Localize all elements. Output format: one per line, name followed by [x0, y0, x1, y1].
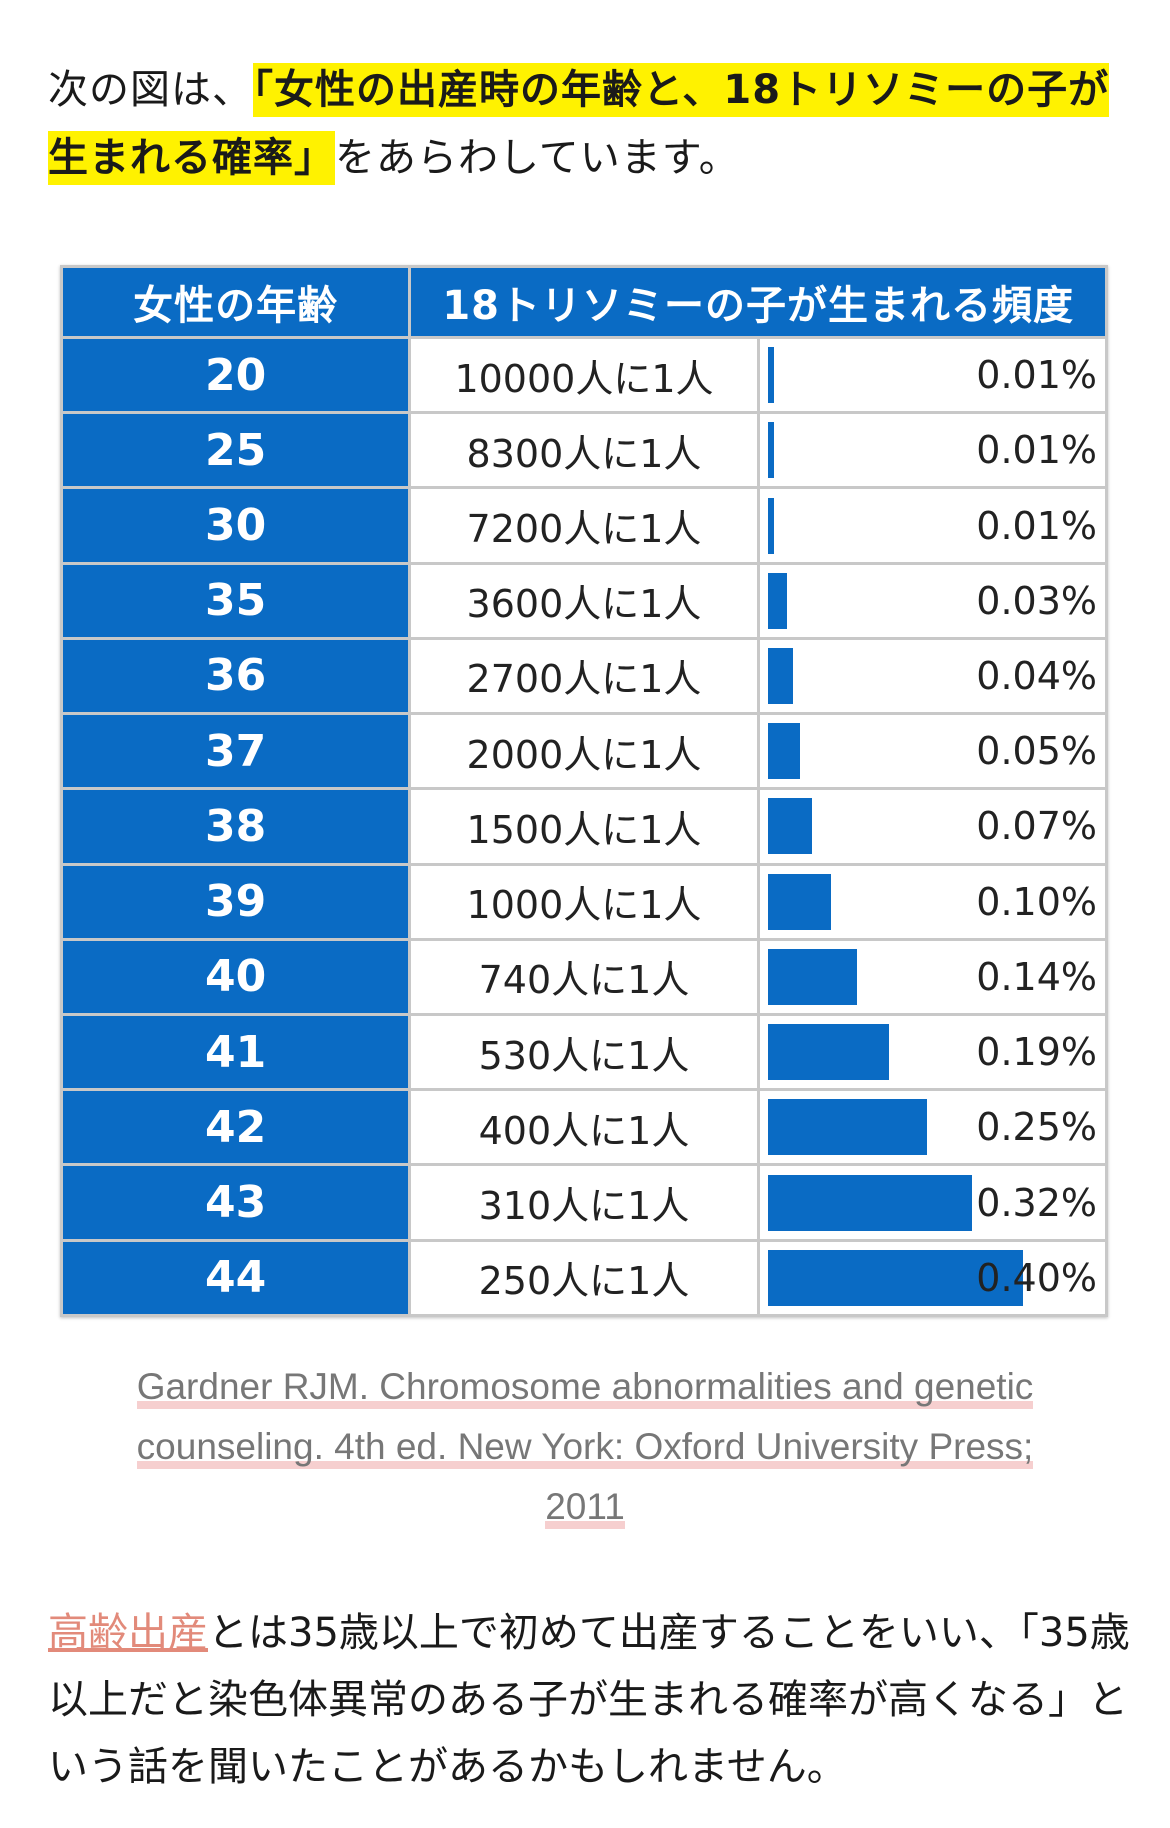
table-row: 37 2000人に1人 0.05% [63, 715, 1105, 788]
row-age: 39 [63, 865, 409, 938]
intro-paragraph: 次の図は、「女性の出産時の年齢と、18トリソミーの子が生まれる確率」をあらわして… [48, 56, 1128, 192]
row-bar-cell: 0.14% [759, 940, 1105, 1013]
table-row: 40 740人に1人 0.14% [63, 940, 1105, 1013]
row-age: 42 [63, 1091, 409, 1164]
row-percentage: 0.19% [976, 1030, 1097, 1075]
row-age: 30 [63, 489, 409, 562]
citation-line-2[interactable]: counseling. 4th ed. New York: Oxford Uni… [136, 1426, 1034, 1469]
body-text-1: とは35歳以上で初めて出産することをいい、 [208, 1610, 1019, 1656]
row-age: 20 [63, 339, 409, 412]
table-row: 39 1000人に1人 0.10% [63, 865, 1105, 938]
table-row: 25 8300人に1人 0.01% [63, 414, 1105, 487]
row-bar-cell: 0.07% [759, 790, 1105, 863]
row-bar-cell: 0.32% [759, 1166, 1105, 1239]
row-ratio: 1500人に1人 [411, 790, 757, 863]
row-percentage: 0.40% [976, 1255, 1097, 1300]
row-age: 37 [63, 715, 409, 788]
row-ratio: 1000人に1人 [411, 865, 757, 938]
intro-suffix: をあらわしています。 [335, 135, 740, 181]
row-age: 44 [63, 1241, 409, 1314]
frequency-bar [767, 723, 800, 780]
row-bar-cell: 0.04% [759, 639, 1105, 713]
frequency-bar [767, 798, 813, 855]
table-row: 42 400人に1人 0.25% [63, 1091, 1105, 1164]
frequency-bar [767, 948, 857, 1005]
row-bar-cell: 0.01% [759, 414, 1105, 487]
row-ratio: 10000人に1人 [411, 339, 757, 412]
table-row: 38 1500人に1人 0.07% [63, 790, 1105, 863]
row-bar-cell: 0.05% [759, 715, 1105, 788]
row-age: 36 [63, 639, 409, 713]
row-percentage: 0.32% [976, 1180, 1097, 1225]
table-row: 30 7200人に1人 0.01% [63, 489, 1105, 562]
row-bar-cell: 0.10% [759, 865, 1105, 938]
row-bar-cell: 0.25% [759, 1091, 1105, 1164]
header-age: 女性の年齢 [63, 268, 409, 336]
row-bar-cell: 0.01% [759, 339, 1105, 412]
row-percentage: 0.25% [976, 1105, 1097, 1150]
table-row: 20 10000人に1人 0.01% [63, 339, 1105, 412]
body-paragraph: 高齢出産とは35歳以上で初めて出産することをいい、「35歳以上だと染色体異常のあ… [48, 1600, 1138, 1801]
row-ratio: 8300人に1人 [411, 414, 757, 487]
row-age: 41 [63, 1015, 409, 1089]
row-percentage: 0.03% [976, 578, 1097, 623]
frequency-bar [767, 1249, 1023, 1306]
body-text-2: 「35歳以上だと染色体異常のある子が生まれる確率が高くなる」という話を聞いたこと… [48, 1610, 1130, 1790]
table-row: 36 2700人に1人 0.04% [63, 639, 1105, 713]
row-bar-cell: 0.40% [759, 1241, 1105, 1314]
row-ratio: 530人に1人 [411, 1015, 757, 1089]
frequency-bar [767, 1024, 889, 1081]
row-bar-cell: 0.19% [759, 1015, 1105, 1089]
header-frequency: 18トリソミーの子が生まれる頻度 [411, 268, 1105, 336]
row-age: 40 [63, 940, 409, 1013]
row-ratio: 2700人に1人 [411, 639, 757, 713]
advanced-maternal-age-link[interactable]: 高齢出産 [48, 1610, 208, 1656]
table-row: 43 310人に1人 0.32% [63, 1166, 1105, 1239]
citation-line-1[interactable]: Gardner RJM. Chromosome abnormalities an… [136, 1366, 1034, 1409]
row-percentage: 0.05% [976, 729, 1097, 774]
frequency-bar [767, 1174, 972, 1231]
row-ratio: 740人に1人 [411, 940, 757, 1013]
row-bar-cell: 0.03% [759, 564, 1105, 637]
frequency-bar [767, 647, 794, 704]
row-percentage: 0.01% [976, 428, 1097, 473]
frequency-bar [767, 347, 775, 404]
row-bar-cell: 0.01% [759, 489, 1105, 562]
row-age: 38 [63, 790, 409, 863]
row-percentage: 0.14% [976, 954, 1097, 999]
table-row: 35 3600人に1人 0.03% [63, 564, 1105, 637]
frequency-bar [767, 422, 775, 479]
table-row: 41 530人に1人 0.19% [63, 1015, 1105, 1089]
frequency-bar [767, 572, 787, 629]
row-ratio: 310人に1人 [411, 1166, 757, 1239]
row-age: 35 [63, 564, 409, 637]
table-row: 44 250人に1人 0.40% [63, 1241, 1105, 1314]
row-age: 25 [63, 414, 409, 487]
row-ratio: 7200人に1人 [411, 489, 757, 562]
frequency-bar [767, 1099, 928, 1156]
row-ratio: 400人に1人 [411, 1091, 757, 1164]
frequency-bar [767, 873, 832, 930]
row-ratio: 3600人に1人 [411, 564, 757, 637]
row-percentage: 0.07% [976, 804, 1097, 849]
citation: Gardner RJM. Chromosome abnormalities an… [40, 1357, 1130, 1537]
row-percentage: 0.01% [976, 353, 1097, 398]
trisomy-frequency-table: 女性の年齢 18トリソミーの子が生まれる頻度 20 10000人に1人 0.01% 2… [60, 265, 1108, 1317]
row-percentage: 0.04% [976, 653, 1097, 698]
row-age: 43 [63, 1166, 409, 1239]
row-percentage: 0.10% [976, 879, 1097, 924]
frequency-bar [767, 497, 775, 554]
row-ratio: 2000人に1人 [411, 715, 757, 788]
row-percentage: 0.01% [976, 503, 1097, 548]
intro-prefix: 次の図は、 [48, 67, 253, 113]
citation-line-3[interactable]: 2011 [545, 1486, 625, 1529]
row-ratio: 250人に1人 [411, 1241, 757, 1314]
